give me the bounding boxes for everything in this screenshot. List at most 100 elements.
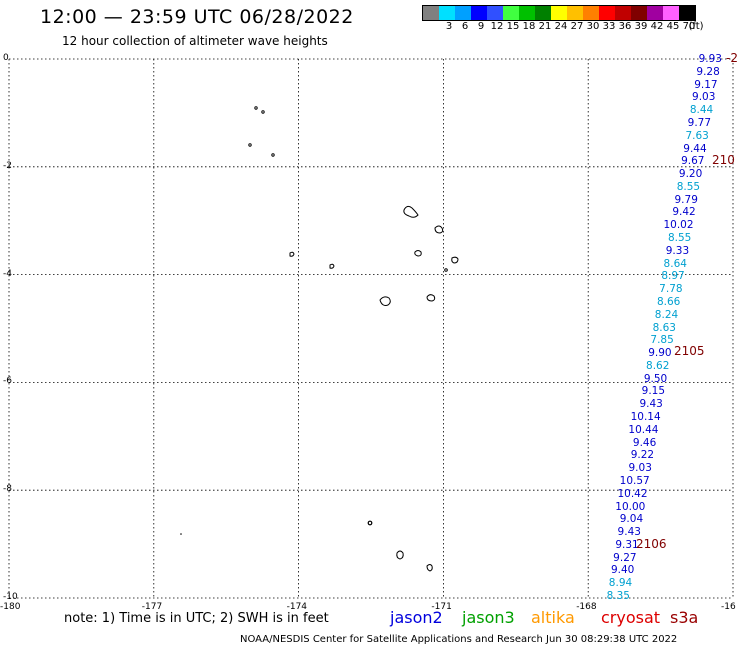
wave-height-value: 9.04 (619, 513, 644, 526)
island (426, 294, 436, 302)
color-scale-label: 9 (477, 21, 485, 32)
wave-height-value: 9.27 (613, 551, 637, 564)
color-swatch (583, 6, 599, 20)
color-swatch (455, 6, 471, 20)
wave-height-value: 8.24 (654, 308, 679, 321)
legend-entry: s3a (670, 608, 699, 627)
wave-height-value: 9.03 (692, 91, 716, 104)
credit-line: NOAA/NESDIS Center for Satellite Applica… (240, 634, 678, 645)
color-swatch (439, 6, 455, 20)
wave-height-color-scale (422, 5, 696, 21)
color-scale-unit: (ft) (688, 21, 704, 32)
color-scale-label: 15 (506, 21, 520, 32)
wave-height-value: 9.43 (617, 526, 641, 539)
wave-height-value: 8.63 (652, 321, 676, 334)
wave-height-value: 9.15 (641, 385, 666, 398)
color-swatch (599, 6, 615, 20)
island (396, 550, 404, 560)
wave-height-value: 9.77 (687, 116, 712, 129)
units-note: note: 1) Time is in UTC; 2) SWH is in fe… (64, 611, 329, 626)
color-swatch (663, 6, 679, 20)
color-scale-label: 45 (666, 21, 680, 32)
color-scale-label: 24 (554, 21, 568, 32)
latitude-label: -4 (3, 268, 12, 279)
color-swatch (519, 6, 535, 20)
island (379, 296, 391, 306)
wave-height-value: 10.57 (619, 474, 650, 487)
wave-height-value: 10.00 (615, 500, 646, 513)
color-scale-label: 42 (650, 21, 664, 32)
pass-time-label: -2 (726, 51, 738, 65)
latitude-label: -6 (3, 376, 12, 387)
island (254, 106, 258, 110)
wave-height-value: 8.97 (661, 270, 685, 283)
color-scale-label: 39 (634, 21, 648, 32)
color-scale-label: 3 (445, 21, 453, 32)
pass-time-label: 2105 (674, 344, 705, 358)
pass-time-label: 210 (712, 153, 735, 167)
latitude-label: -2 (3, 160, 12, 171)
color-swatch (487, 6, 503, 20)
color-scale-label: 33 (602, 21, 616, 32)
wave-height-value: 9.22 (630, 449, 655, 462)
wave-height-value: 10.44 (628, 423, 659, 436)
wave-height-value: 9.90 (648, 347, 672, 360)
legend-entry: cryosat (601, 608, 661, 627)
wave-height-value: 10.02 (663, 219, 694, 232)
wave-height-value: 8.44 (689, 104, 714, 117)
wave-height-value: 8.55 (676, 180, 701, 193)
wave-height-value: 8.35 (606, 590, 630, 602)
color-swatch (503, 6, 519, 20)
color-swatch (631, 6, 647, 20)
island (271, 153, 275, 157)
color-scale-label: 27 (570, 21, 584, 32)
wave-height-value: 9.44 (683, 142, 707, 155)
legend-entry: jason2 (390, 608, 443, 627)
island (367, 520, 373, 526)
wave-height-value: 7.78 (659, 283, 683, 296)
latitude-label: -10 (3, 592, 18, 602)
wave-height-value: 7.63 (685, 129, 709, 142)
wave-height-value: 9.50 (643, 372, 668, 385)
longitude-label: -171 (431, 602, 452, 612)
island (451, 256, 459, 264)
wave-height-value: 9.31 (615, 538, 639, 551)
pass-time-label: 2106 (636, 537, 667, 551)
island (248, 143, 252, 147)
longitude-label: -174 (286, 602, 308, 612)
legend-entry: altika (531, 608, 575, 627)
island (426, 564, 433, 572)
color-swatch (567, 6, 583, 20)
wave-height-value: 9.46 (632, 436, 657, 449)
color-swatch (615, 6, 631, 20)
color-scale-label: 6 (461, 21, 469, 32)
color-scale-label: 12 (490, 21, 504, 32)
island (444, 268, 448, 272)
color-swatch (471, 6, 487, 20)
color-scale-label: 70 (682, 21, 696, 32)
legend-entry: jason3 (462, 608, 515, 627)
latitude-label: 0 (3, 53, 9, 63)
wave-height-value: 10.14 (630, 411, 661, 423)
island (261, 110, 265, 114)
longitude-label: -180 (0, 602, 21, 612)
map-title: 12:00 — 23:59 UTC 06/28/2022 (40, 6, 354, 28)
wave-height-value: 8.55 (667, 232, 692, 244)
island (414, 250, 422, 257)
wave-height-value: 9.42 (672, 206, 696, 219)
island (434, 225, 444, 234)
color-swatch (535, 6, 551, 20)
color-scale-label: 18 (522, 21, 536, 32)
color-scale-label: 30 (586, 21, 600, 32)
color-swatch (647, 6, 663, 20)
wave-height-value: 9.03 (628, 462, 652, 475)
map-subtitle: 12 hour collection of altimeter wave hei… (62, 34, 328, 48)
wave-height-value: 9.17 (694, 78, 718, 91)
island (180, 533, 182, 535)
color-scale-label: 21 (538, 21, 552, 32)
wave-height-value: 9.43 (639, 398, 663, 411)
wave-height-value: 9.33 (665, 244, 690, 257)
wave-height-value: 9.20 (678, 168, 703, 181)
island-outlines (180, 106, 459, 572)
